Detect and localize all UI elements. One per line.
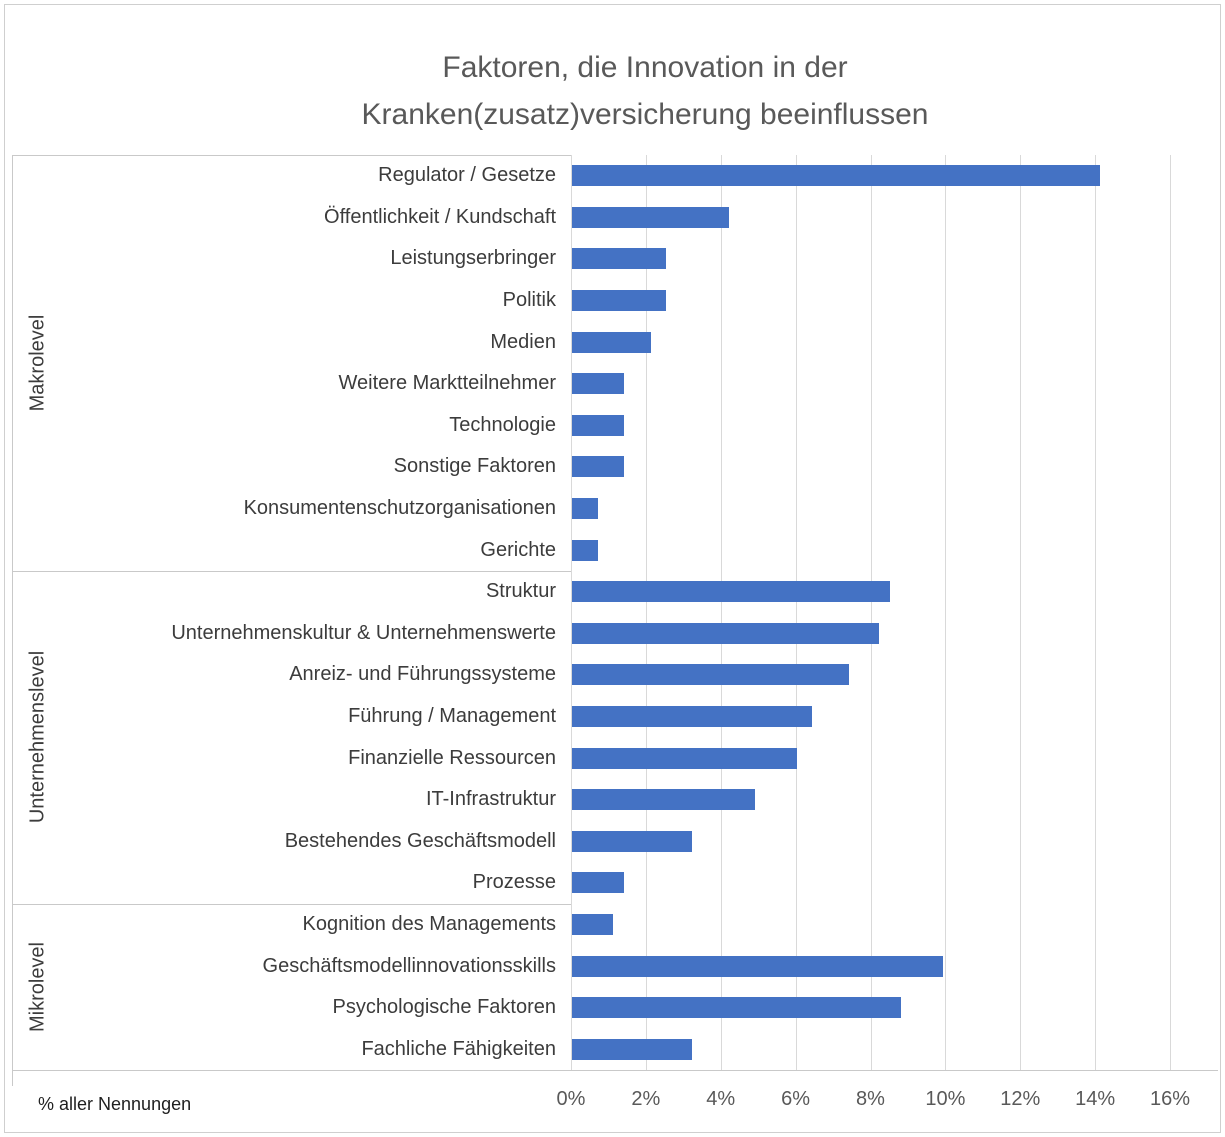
label-box-left-border [12,155,13,1086]
group-divider [12,570,571,572]
group-divider [12,903,571,905]
category-label: Politik [502,289,556,312]
category-label: Weitere Marktteilnehmer [338,372,556,395]
bar [572,498,599,520]
x-tick-label: 4% [706,1088,736,1110]
category-label: Technologie [449,413,556,436]
x-tick-label: 8% [856,1088,885,1110]
bar [572,539,599,561]
category-label: Gerichte [480,538,556,561]
category-label: Leistungserbringer [390,247,556,270]
bar [572,248,666,270]
bar [572,290,666,312]
bar [572,705,812,727]
bar [572,414,625,436]
x-gridline [795,155,797,1070]
x-tick-label: 2% [631,1088,661,1110]
group-label: Mikrolevel [26,941,49,1032]
category-label: Bestehendes Geschäftsmodell [284,829,556,852]
bar [572,872,625,894]
bar [572,456,625,478]
category-label: Finanzielle Ressourcen [348,746,556,769]
chart-title-line-2: Kranken(zusatz)versicherung beeinflussen [361,98,929,131]
category-label: Regulator / Gesetze [378,164,556,187]
bar [572,622,879,644]
x-gridline [945,155,947,1070]
category-label: Kognition des Managements [302,912,557,935]
x-gridline [720,155,722,1070]
category-label: Öffentlichkeit / Kundschaft [324,205,556,228]
bar [572,165,1100,187]
x-gridline [1095,155,1097,1070]
category-label: Psychologische Faktoren [332,996,556,1019]
bar [572,331,651,353]
x-axis-line [12,1070,1218,1071]
category-label: IT-Infrastruktur [425,788,556,811]
x-gridline [571,155,572,1070]
x-tick-label: 6% [781,1088,811,1110]
category-label: Konsumentenschutzorganisationen [243,497,556,519]
category-label: Sonstige Faktoren [393,455,556,478]
group-label: Makrolevel [26,314,49,412]
chart-title-line-1: Faktoren, die Innovation in der [442,51,848,84]
bar [572,1038,692,1060]
bar [572,373,625,395]
group-label: Unternehmenslevel [26,651,49,824]
x-gridline [645,155,647,1070]
category-label: Medien [490,330,556,353]
x-tick-label: 16% [1149,1088,1191,1110]
x-tick-label: 0% [556,1088,586,1110]
x-gridline [1020,155,1022,1070]
x-tick-label: 12% [1000,1088,1041,1110]
bar [572,830,692,852]
category-label: Führung / Management [348,704,556,727]
bar [572,664,850,686]
figure-border [4,4,1221,1133]
category-label: Geschäftsmodellinnovationsskills [262,954,556,977]
bar [572,581,891,603]
category-label: Prozesse [472,871,556,894]
bar [572,206,730,228]
bar [572,997,902,1019]
category-label: Struktur [485,580,556,603]
bar [572,955,943,977]
category-label: Fachliche Fähigkeiten [361,1037,556,1060]
label-box-top-border [12,155,571,156]
bar [572,747,797,769]
axis-units-note: % aller Nennungen [38,1094,192,1114]
chart-title: Faktoren, die Innovation in der Kranken(… [65,44,1225,138]
x-gridline [1170,155,1171,1070]
bar [572,913,614,935]
category-label: Anreiz- und Führungssysteme [289,663,556,686]
x-tick-label: 14% [1075,1088,1116,1110]
x-gridline [870,155,872,1070]
bar [572,789,756,811]
category-label: Unternehmenskultur & Unternehmenswerte [171,621,556,644]
x-tick-label: 10% [925,1088,966,1110]
